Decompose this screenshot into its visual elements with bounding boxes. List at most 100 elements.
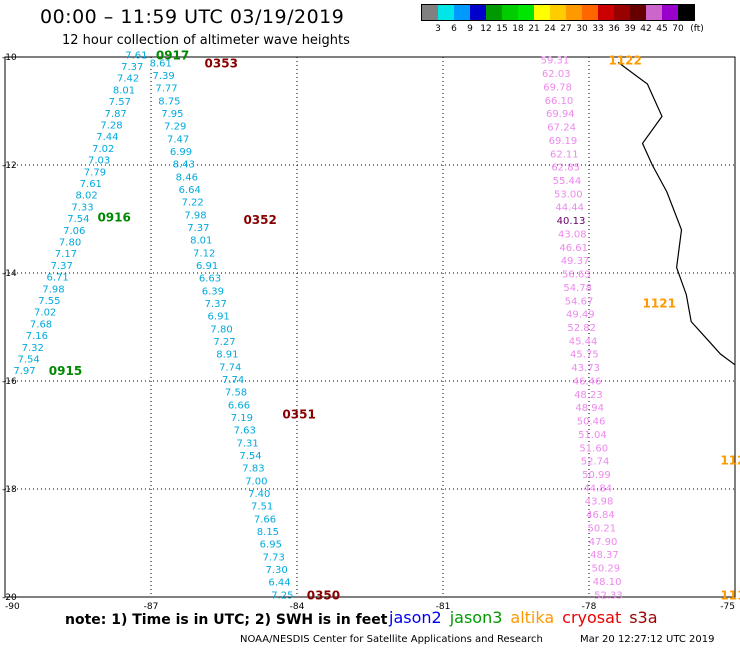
- wave-height-value: 7.58: [225, 388, 247, 399]
- legend-swatch: [566, 5, 582, 20]
- wave-height-value: 7.87: [105, 109, 127, 120]
- wave-height-value: 48.37: [590, 550, 619, 561]
- footer-credit: NOAA/NESDIS Center for Satellite Applica…: [240, 634, 543, 645]
- wave-height-value: 69.19: [549, 136, 578, 147]
- lon-label: -75: [720, 602, 735, 610]
- lon-label: -81: [436, 602, 451, 610]
- time-label: 1119: [720, 588, 740, 602]
- time-label: 0915: [49, 364, 82, 378]
- wave-height-value: 7.55: [38, 296, 60, 307]
- wave-height-value: 7.77: [155, 84, 177, 95]
- time-label: 0353: [205, 56, 238, 70]
- wave-height-value: 7.57: [109, 97, 131, 108]
- wave-height-value: 8.46: [176, 172, 198, 183]
- lat-label: -12: [2, 161, 17, 171]
- wave-height-value: 50.29: [591, 564, 620, 575]
- time-label: 0916: [97, 210, 130, 224]
- wave-height-value: 7.83: [242, 464, 264, 475]
- wave-height-value: 69.94: [546, 109, 575, 120]
- lon-label: -90: [5, 602, 20, 610]
- legend-swatch: [662, 5, 678, 20]
- wave-height-value: 7.28: [100, 121, 122, 132]
- footer-timestamp: Mar 20 12:27:12 UTC 2019: [580, 634, 715, 645]
- legend-swatch: [518, 5, 534, 20]
- legend-swatch: [678, 5, 694, 20]
- legend-swatch: [646, 5, 662, 20]
- legend-label: 33: [592, 24, 604, 34]
- legend-label: 21: [528, 24, 540, 34]
- legend-swatch: [470, 5, 486, 20]
- wave-height-value: 7.80: [210, 324, 232, 335]
- wave-height-value: 7.17: [55, 249, 77, 260]
- wave-height-value: 7.37: [51, 261, 73, 272]
- wave-height-value: 8.02: [76, 191, 98, 202]
- wave-height-value: 62.03: [542, 69, 571, 80]
- legend-label: 18: [512, 24, 524, 34]
- satellite-cryosat: cryosat: [562, 608, 622, 627]
- wave-height-value: 7.44: [96, 132, 118, 143]
- wave-height-value: 55.44: [553, 176, 582, 187]
- wave-height-value: 8.15: [257, 527, 279, 538]
- wave-height-value: 7.02: [92, 144, 114, 155]
- wave-height-value: 6.91: [208, 312, 230, 323]
- legend-label: 3: [435, 24, 441, 34]
- legend-label: 24: [544, 24, 556, 34]
- time-label: 0351: [282, 407, 315, 421]
- legend-swatch: [630, 5, 646, 20]
- wave-height-map: -10 -12 -14 -16 -18 -20-90 -87 -84 -81 -78 -75 7.61…: [2, 48, 740, 610]
- wave-height-value: 7.61: [125, 50, 147, 61]
- satellite-jason2: jason2: [389, 608, 442, 627]
- wave-height-value: 7.80: [59, 238, 81, 249]
- legend-swatch: [454, 5, 470, 20]
- time-label: 0917: [156, 48, 189, 62]
- wave-height-value: 7.47: [167, 134, 189, 145]
- wave-height-value: 7.19: [231, 413, 253, 424]
- wave-height-value: 7.39: [152, 71, 174, 82]
- legend-swatch: [614, 5, 630, 20]
- wave-height-value: 49.37: [561, 256, 590, 267]
- satellite-s3a: s3a: [629, 608, 658, 627]
- legend-label: 9: [467, 24, 473, 34]
- time-label: 1121: [643, 297, 676, 311]
- legend-label: 6: [451, 24, 457, 34]
- wave-height-value: 7.12: [193, 248, 215, 259]
- wave-height-value: 49.49: [566, 310, 595, 321]
- wave-height-value: 8.01: [190, 236, 212, 247]
- wave-height-value: 62.85: [551, 163, 580, 174]
- wave-height-value: 44.84: [583, 483, 612, 494]
- wave-height-value: 7.00: [245, 476, 267, 487]
- wave-height-value: 7.42: [117, 74, 139, 85]
- wave-height-value: 46.61: [559, 243, 588, 254]
- wave-height-value: 7.37: [187, 223, 209, 234]
- wave-height-value: 7.06: [63, 226, 85, 237]
- map-title: 00:00 – 11:59 UTC 03/19/2019: [40, 6, 345, 28]
- wave-height-value: 69.78: [543, 82, 572, 93]
- wave-height-value: 48.94: [575, 403, 604, 414]
- lat-label: -20: [2, 593, 17, 603]
- legend-label: 39: [624, 24, 636, 34]
- wave-height-value: 7.03: [88, 156, 110, 167]
- wave-height-value: 7.63: [234, 426, 256, 437]
- wave-height-value: 6.71: [46, 273, 68, 284]
- wave-height-value: 7.54: [67, 214, 89, 225]
- wave-height-value: 43.08: [558, 229, 587, 240]
- wave-height-value: 51.04: [578, 430, 607, 441]
- wave-height-value: 8.91: [216, 350, 238, 361]
- wave-height-value: 7.95: [161, 109, 183, 120]
- satellite-altika: altika: [510, 608, 555, 627]
- lat-label: -14: [2, 269, 17, 279]
- legend-label: 12: [480, 24, 492, 34]
- wave-height-value: 50.99: [582, 470, 611, 481]
- wave-height-value: 46.84: [586, 510, 615, 521]
- legend-swatch: [534, 5, 550, 20]
- wave-height-value: 7.54: [239, 451, 261, 462]
- wave-height-value: 50.46: [577, 417, 606, 428]
- time-label: 0350: [307, 588, 340, 602]
- wave-height-value: 46.46: [573, 376, 602, 387]
- legend-swatch: [598, 5, 614, 20]
- wave-height-value: 66.10: [545, 96, 574, 107]
- wave-height-value: 7.68: [30, 319, 52, 330]
- wave-height-value: 7.51: [251, 502, 273, 513]
- satellite-legend: jason2 jason3 altika cryosat s3a: [389, 608, 658, 627]
- wave-height-value: 7.40: [248, 489, 270, 500]
